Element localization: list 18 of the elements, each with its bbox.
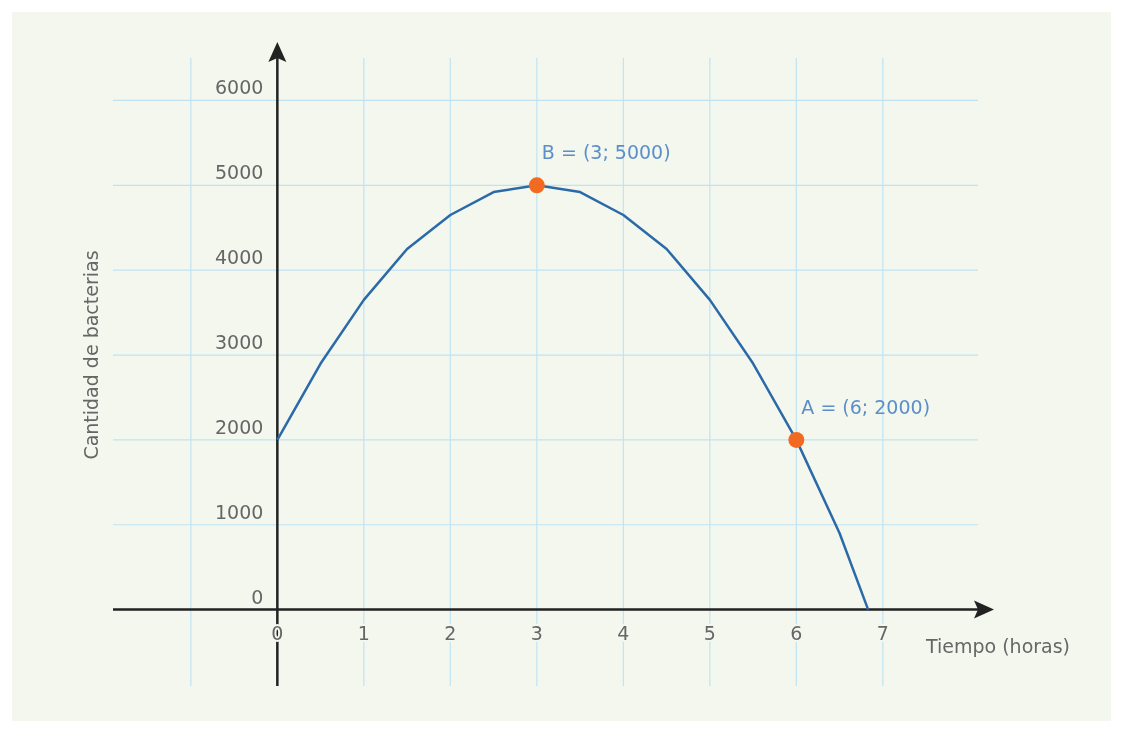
- y-tick-label: 3000: [214, 331, 264, 354]
- annotation: A = (6; 2000): [801, 395, 931, 418]
- x-tick-label: 5: [703, 621, 716, 644]
- annotation: B = (3; 5000): [541, 141, 671, 164]
- y-tick-label: 5000: [214, 161, 264, 184]
- y-tick-label: 6000: [214, 76, 264, 99]
- x-tick-label: 4: [617, 621, 630, 644]
- x-axis-title: Tiempo (horas): [924, 634, 1071, 657]
- x-tick-label: 2: [444, 621, 457, 644]
- y-tick-label: 4000: [214, 246, 264, 269]
- x-tick-label: 1: [357, 621, 370, 644]
- x-tick-label: 6: [790, 621, 803, 644]
- y-tick-label: 1000: [214, 500, 264, 523]
- y-axis-title: Cantidad de bacterias: [80, 250, 102, 460]
- y-tick-label: 2000: [214, 415, 264, 438]
- x-tick-label: 7: [876, 621, 889, 644]
- y-tick-label: 0: [251, 585, 264, 608]
- x-tick-label: 3: [530, 621, 543, 644]
